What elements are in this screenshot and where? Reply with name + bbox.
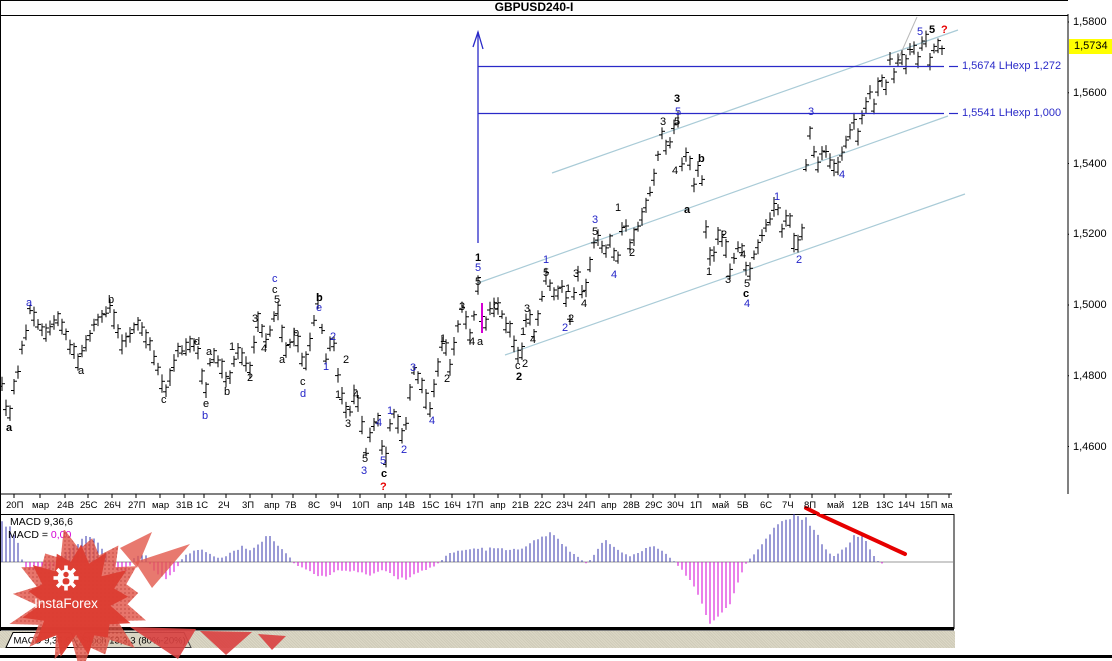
price-chart-canvas: [0, 14, 1069, 514]
chart-title: GBPUSD240-I: [0, 0, 1068, 16]
price-axis-tick-label: 1,5400: [1073, 157, 1107, 170]
chart-title-text: GBPUSD240-I: [494, 0, 574, 14]
vertical-arrow-up: [472, 29, 484, 243]
tab-macd-label[interactable]: MACD 9,36,6: [13, 636, 70, 647]
price-axis-tick-label: 1,5800: [1073, 16, 1107, 28]
price-axis-tick-label: 1,5200: [1073, 228, 1107, 241]
macd-trendline-stub: [804, 506, 820, 514]
price-axis-tick-label: 1,4600: [1073, 440, 1107, 453]
macd-value-prefix: MACD =: [8, 529, 51, 541]
window-bottom-border: [0, 655, 1112, 658]
expansion-level-lines: [478, 65, 958, 115]
macd-value-number: 0,00: [50, 529, 72, 541]
macd-trendline: [816, 514, 907, 556]
axes-frame: [0, 14, 1069, 498]
macd-indicator-label: MACD 9,36,6: [10, 516, 74, 528]
indicator-tabs: MACD 9,36,6 Stoch 13,3,3 (80%-20%): [5, 632, 192, 648]
price-axis-tick-label: 1,5000: [1073, 299, 1107, 311]
tab-stoch-label[interactable]: Stoch 13,3,3 (80%-20%): [82, 636, 186, 647]
macd-value-readout: MACD = 0,00: [8, 529, 71, 541]
macd-histogram: [1, 514, 883, 624]
projection-line-gray: [896, 16, 918, 63]
window-left-border: [0, 0, 1, 631]
indicator-tab-bar: MACD 9,36,6 Stoch 13,3,3 (80%-20%): [0, 631, 955, 648]
price-axis-tick-label: 1,4800: [1073, 369, 1107, 382]
price-axis-tick-label: 1,5600: [1073, 86, 1107, 99]
current-price-badge: 1,5734: [1069, 39, 1112, 54]
macd-indicator-canvas: [0, 514, 955, 631]
ohlc-price-bars: [0, 30, 945, 468]
